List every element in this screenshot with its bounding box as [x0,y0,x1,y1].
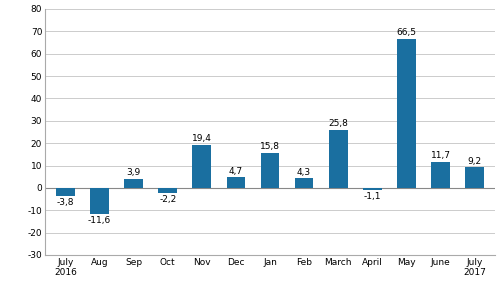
Text: 4,7: 4,7 [229,167,243,176]
Bar [329,130,347,188]
Text: 25,8: 25,8 [328,119,348,128]
Bar [431,162,450,188]
Text: -2,2: -2,2 [159,195,176,204]
Text: 4,3: 4,3 [297,167,311,176]
Bar [397,39,415,188]
Bar [363,188,382,190]
Bar [226,177,246,188]
Text: 19,4: 19,4 [192,134,212,143]
Text: 11,7: 11,7 [430,151,450,160]
Bar [56,188,75,197]
Text: -3,8: -3,8 [56,198,74,207]
Text: -11,6: -11,6 [88,216,111,225]
Text: 3,9: 3,9 [126,168,141,177]
Bar [465,167,484,188]
Bar [260,153,280,188]
Text: 15,8: 15,8 [260,142,280,151]
Bar [158,188,177,193]
Bar [90,188,109,214]
Bar [124,179,143,188]
Text: 66,5: 66,5 [396,28,416,38]
Bar [192,145,211,188]
Text: 9,2: 9,2 [468,157,481,166]
Text: -1,1: -1,1 [364,192,381,201]
Bar [294,178,314,188]
